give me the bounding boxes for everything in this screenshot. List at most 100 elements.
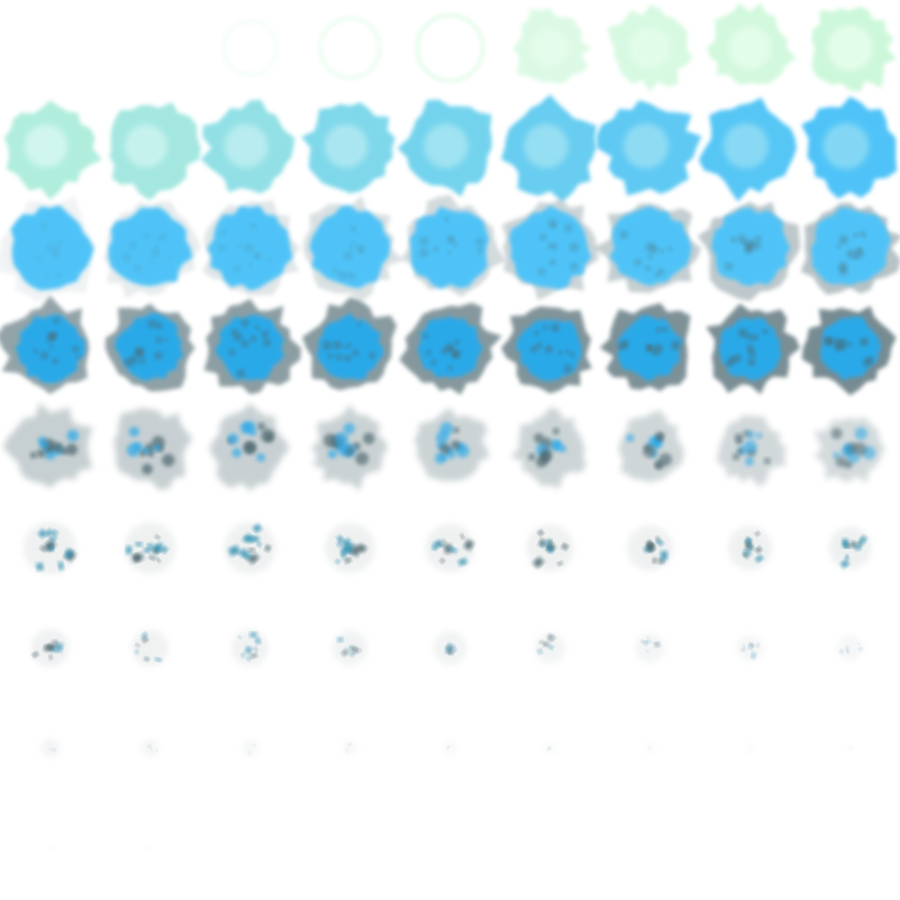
sprite-frame: [0, 196, 96, 302]
debris-chunk: [244, 442, 256, 454]
debris-chunk: [652, 558, 656, 563]
debris-chunk: [841, 446, 853, 458]
smoke-speck: [453, 243, 458, 248]
debris-chunk: [559, 445, 566, 452]
smoke-speck: [149, 260, 153, 264]
sprite-frame: [846, 744, 853, 751]
smoke-speck: [369, 352, 376, 359]
burst-core: [524, 124, 568, 168]
sprite-frame: [511, 407, 587, 488]
debris-chunk: [737, 448, 744, 455]
debris-chunk: [346, 750, 348, 752]
haze: [746, 744, 755, 753]
sprite-frame: [3, 402, 93, 488]
sprite-frame: [31, 629, 69, 667]
debris-chunk: [67, 430, 79, 442]
burst-core: [125, 125, 168, 168]
smoke-speck: [756, 235, 762, 241]
smoke-speck: [49, 345, 53, 349]
debris-chunk: [261, 429, 275, 443]
debris-chunk: [341, 551, 346, 558]
smoke-speck: [56, 240, 63, 247]
smoke-speck: [539, 233, 547, 241]
smoke-speck: [726, 360, 733, 367]
smoke-speck: [860, 337, 869, 346]
smoke-speck: [662, 327, 668, 333]
smoke-speck: [748, 358, 756, 366]
debris-chunk: [153, 444, 160, 451]
burst-core: [823, 123, 869, 169]
sprite-frame: [802, 306, 896, 396]
smoke-speck: [231, 329, 237, 335]
smoke-speck: [860, 231, 866, 237]
smoke-speck: [477, 247, 483, 253]
smoke-speck: [344, 355, 351, 362]
smoke-speck: [442, 347, 449, 354]
smoke-speck: [538, 268, 546, 276]
debris-chunk: [451, 644, 453, 648]
sprite-frame: [311, 405, 388, 491]
sprite-frame: [110, 102, 201, 200]
debris-chunk: [643, 445, 656, 458]
smoke-speck: [220, 230, 225, 235]
debris-chunk: [232, 448, 241, 457]
smoke-speck: [333, 268, 339, 274]
smoke-speck: [634, 258, 641, 265]
smoke-speck: [36, 255, 43, 262]
smoke-speck: [855, 249, 864, 258]
debris-chunk: [654, 460, 664, 470]
debris-chunk: [528, 453, 535, 460]
debris-chunk: [240, 422, 252, 434]
smoke-speck: [451, 349, 460, 358]
smoke-speck: [52, 358, 58, 364]
sprite-frame: [232, 630, 269, 667]
smoke-speck: [144, 232, 151, 239]
sprite-frame: [801, 203, 900, 295]
sprite-frame: [242, 740, 258, 756]
debris-chunk: [743, 440, 757, 454]
smoke-speck: [447, 251, 451, 255]
smoke-speck: [826, 338, 833, 345]
sprite-frame: [224, 522, 276, 574]
sprite-frame: [320, 18, 379, 77]
debris-chunk: [435, 452, 446, 463]
smoke-speck: [249, 263, 253, 267]
smoke-speck: [228, 349, 235, 356]
sprite-frame: [534, 632, 565, 663]
debris-chunk: [440, 443, 451, 454]
sprite-frame: [114, 408, 192, 490]
smoke-speck: [734, 354, 742, 362]
smoke-speck: [762, 329, 767, 334]
smoke-speck: [352, 350, 359, 357]
smoke-speck: [454, 340, 459, 345]
sprite-frame: [837, 635, 862, 660]
glow-core: [728, 26, 771, 69]
haze: [343, 741, 358, 756]
sprite-frame: [302, 297, 396, 390]
debris-chunk: [129, 427, 139, 437]
smoke-speck: [122, 253, 131, 262]
debris-chunk: [553, 428, 560, 435]
smoke-speck: [139, 358, 145, 364]
debris-chunk: [853, 442, 866, 455]
sprite-frame: [303, 195, 404, 301]
smoke-speck: [347, 343, 352, 348]
smoke-speck: [333, 341, 342, 350]
smoke-speck: [261, 331, 269, 339]
debris-chunk: [139, 645, 141, 648]
smoke-speck: [564, 224, 573, 233]
smoke-speck: [448, 366, 453, 371]
sprite-frame: [544, 742, 556, 754]
sprite-frame: [132, 630, 169, 667]
sprite-frame: [124, 522, 176, 574]
sprite-frame: [619, 410, 684, 483]
debris-chunk: [647, 650, 649, 652]
sprite-frame: [399, 303, 502, 395]
smoke-speck: [645, 265, 651, 271]
smoke-speck: [343, 345, 347, 349]
debris-chunk: [453, 427, 459, 433]
sprite-frame: [698, 202, 801, 301]
smoke-speck: [839, 235, 848, 244]
smoke-speck: [570, 352, 575, 357]
